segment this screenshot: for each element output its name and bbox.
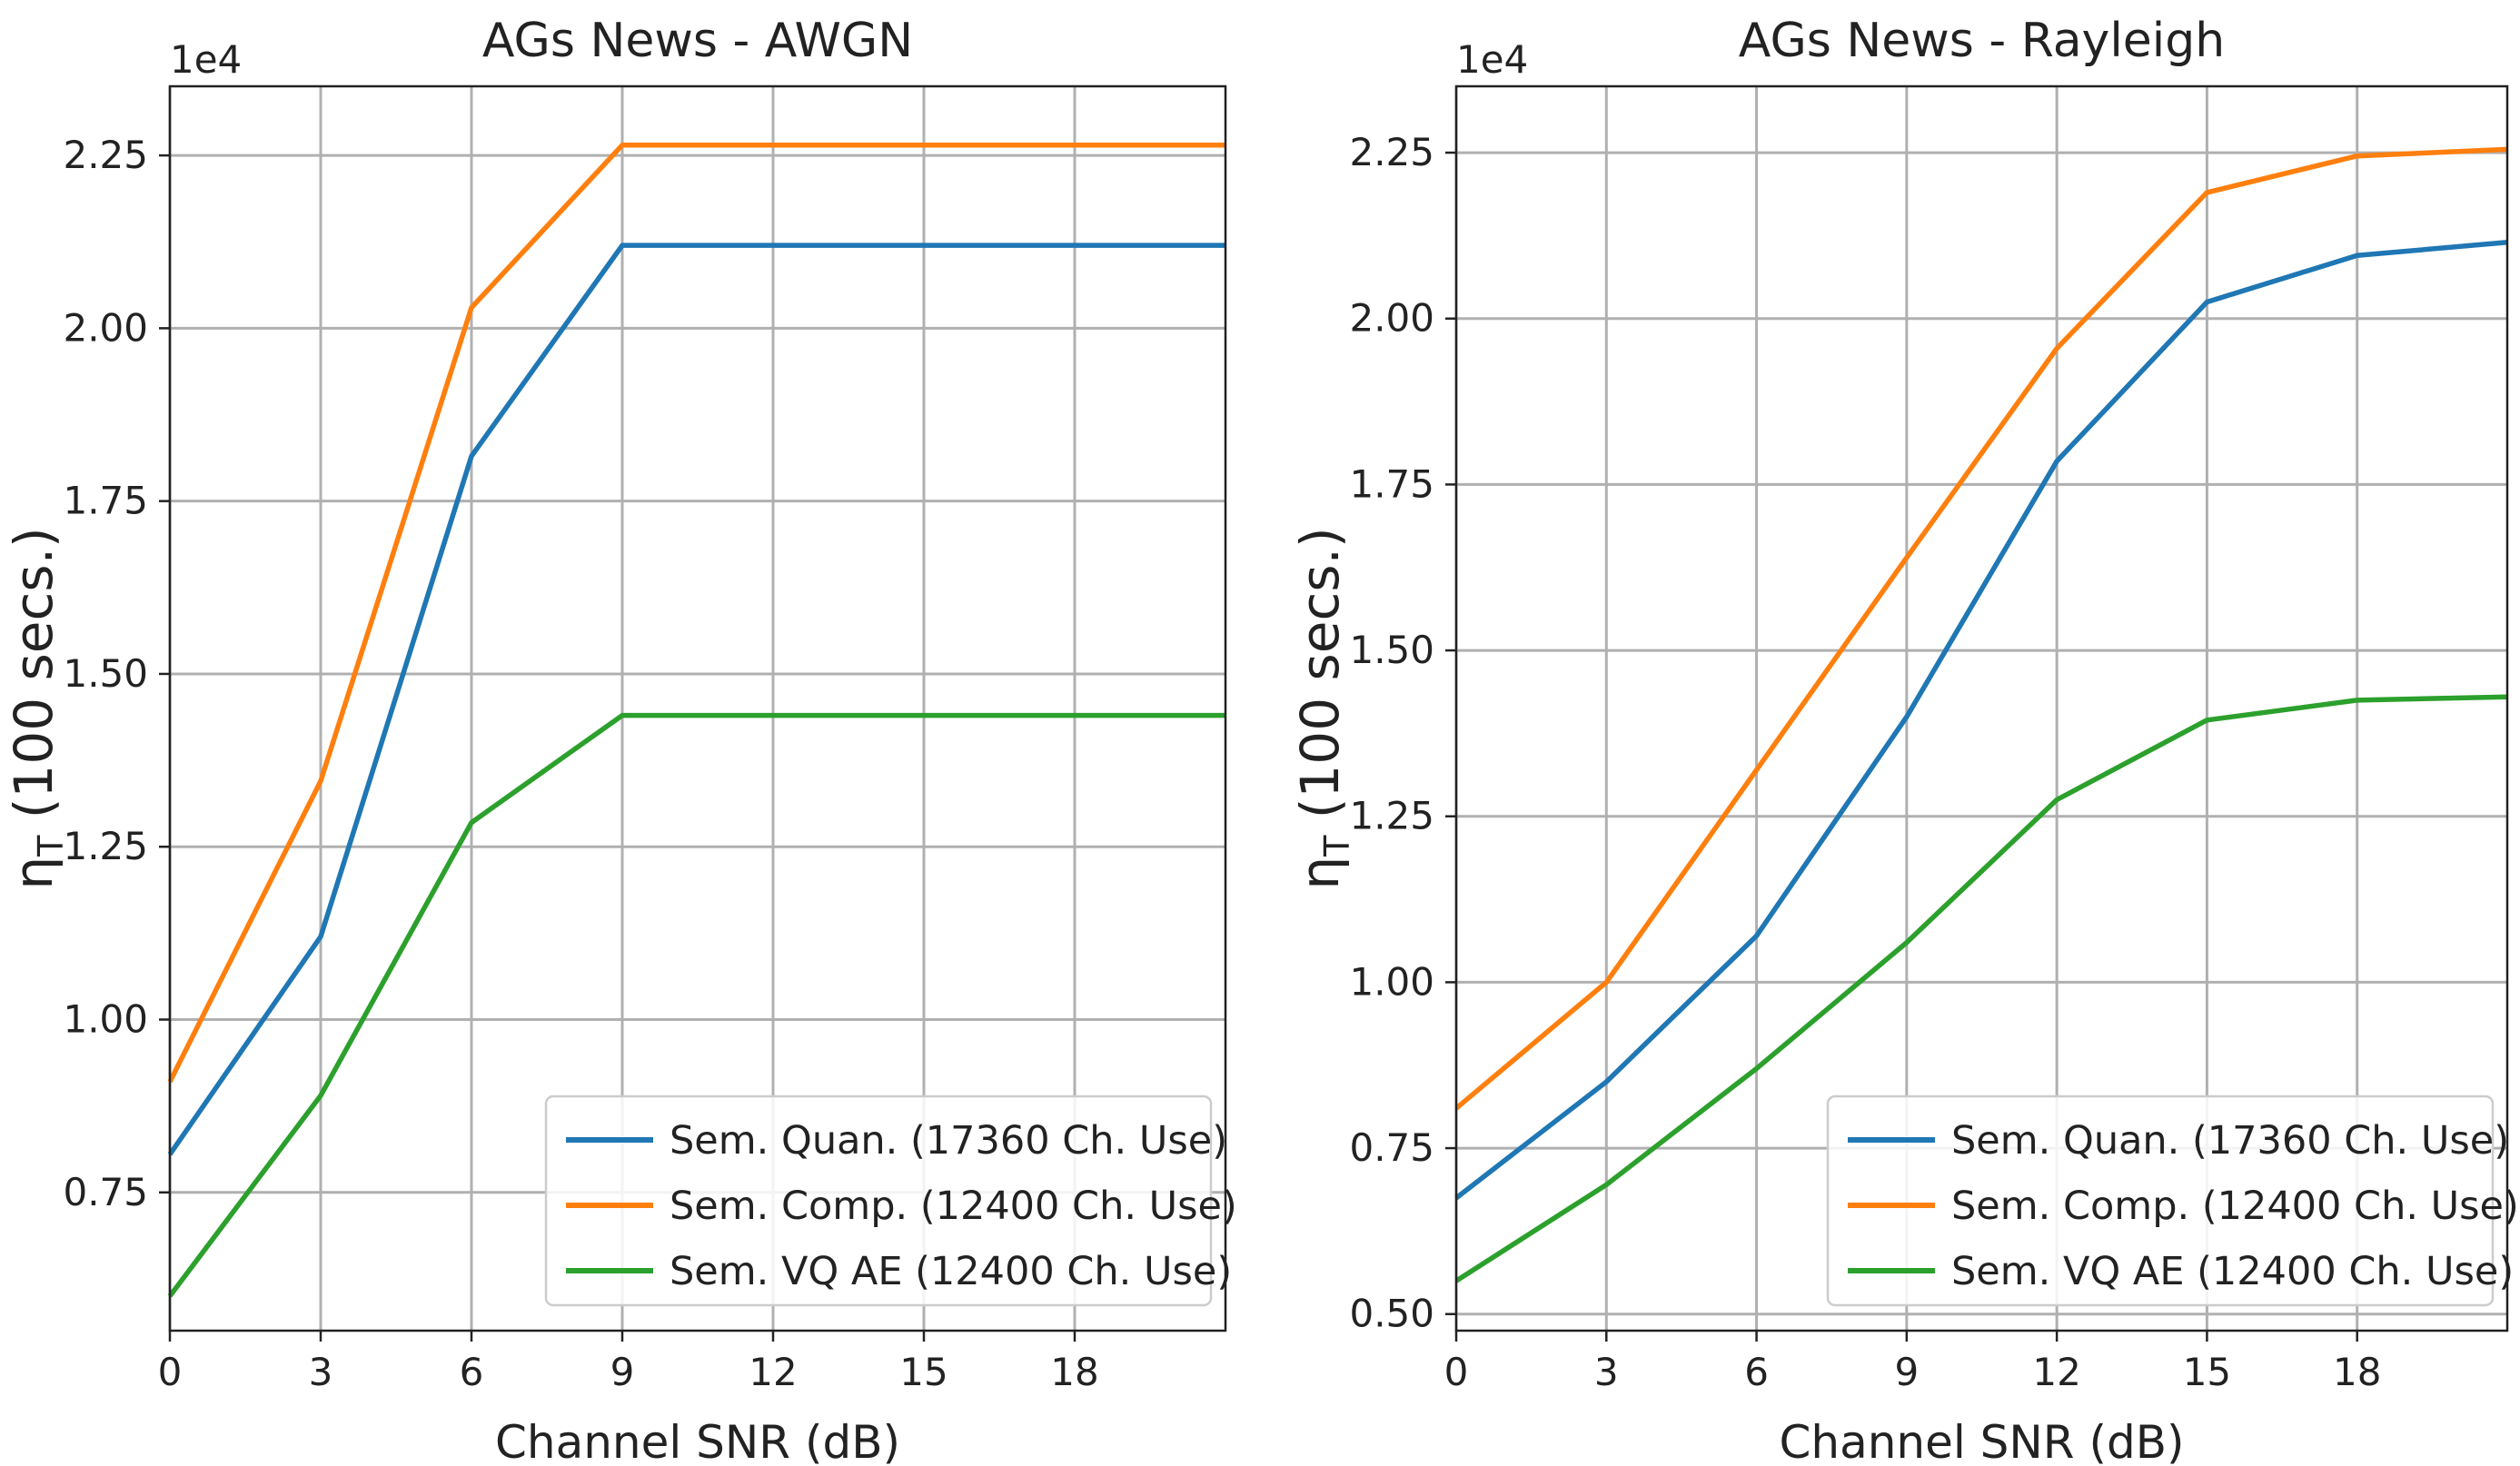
x-tick-label: 3: [309, 1350, 333, 1394]
x-tick-label: 0: [158, 1350, 183, 1394]
y-axis-symbol: η: [1289, 857, 1351, 890]
y-axis-label: ηT (100 secs.): [1289, 527, 1357, 889]
chart-awgn: 0 3 6 9 12 15 18 0.75 1.00 1.25 1.50 1.75 2.00 2.25 AG…: [3, 14, 1237, 1466]
chart-rayleigh: 0 3 6 9 12 15 18 0.50 0.75 1.00 1.25 1.50 1.75 2.00 2.…: [1289, 14, 2519, 1466]
y-tick-label: 0.50: [1349, 1292, 1434, 1336]
chart-title: AGs News - Rayleigh: [1739, 14, 2225, 68]
legend: Sem. Quan. (17360 Ch. Use) Sem. Comp. (12…: [544, 1095, 1237, 1307]
x-tick-label: 12: [749, 1350, 797, 1394]
x-tick-label: 6: [1744, 1350, 1769, 1394]
legend-box: [544, 1095, 1213, 1307]
series-line-comp: [1454, 146, 2508, 1111]
x-tick-label: 18: [1050, 1350, 1098, 1394]
y-tick-label: 1.75: [63, 479, 148, 523]
legend-box: [1826, 1095, 2495, 1307]
y-tick-label: 1.75: [1349, 461, 1434, 506]
y-tick-label: 1.25: [63, 824, 148, 868]
y-axis-symbol: η: [3, 857, 64, 890]
y-offset-label: 1e4: [170, 37, 242, 82]
series-line-quan: [1454, 239, 2508, 1201]
y-tick-label: 2.25: [1349, 130, 1434, 174]
x-tick-label: 9: [610, 1350, 635, 1394]
y-tick-label: 2.00: [63, 305, 148, 350]
x-axis-label: Channel SNR (dB): [495, 1416, 900, 1466]
series-line-vq: [1454, 694, 2508, 1283]
x-tick-label: 3: [1594, 1350, 1619, 1394]
y-tick-label: 1.25: [1349, 794, 1434, 838]
x-tick-label: 12: [2032, 1350, 2080, 1394]
x-tick-label: 6: [460, 1350, 484, 1394]
y-tick-label: 2.00: [1349, 296, 1434, 341]
y-tick-label: 2.25: [63, 133, 148, 177]
y-tick-label: 0.75: [1349, 1125, 1434, 1170]
legend-label-vq: Sem. VQ AE (12400 Ch. Use): [1951, 1249, 2514, 1294]
x-tick-label: 18: [2333, 1350, 2381, 1394]
y-tick-label: 1.50: [1349, 628, 1434, 672]
x-axis-label: Channel SNR (dB): [1780, 1416, 2185, 1466]
chart-title: AGs News - AWGN: [482, 14, 913, 68]
y-tick-label: 1.00: [63, 997, 148, 1042]
y-axis-unit: (100 secs.): [1289, 527, 1351, 835]
legend-label-quan: Sem. Quan. (17360 Ch. Use): [1951, 1118, 2509, 1164]
y-axis-label: ηT (100 secs.): [3, 527, 71, 889]
y-tick-label: 0.75: [63, 1170, 148, 1214]
legend: Sem. Quan. (17360 Ch. Use) Sem. Comp. (12…: [1826, 1095, 2519, 1307]
y-offset-label: 1e4: [1456, 37, 1528, 82]
x-tick-label: 0: [1444, 1350, 1469, 1394]
plot-frame: [168, 84, 1227, 1332]
y-tick-label: 1.50: [63, 651, 148, 696]
series-line-vq: [167, 712, 1225, 1298]
x-tick-label: 15: [2183, 1350, 2231, 1394]
legend-label-quan: Sem. Quan. (17360 Ch. Use): [670, 1118, 1227, 1164]
series-line-quan: [167, 243, 1225, 1156]
series-line-comp: [167, 142, 1225, 1084]
y-axis-unit: (100 secs.): [3, 527, 64, 835]
legend-label-comp: Sem. Comp. (12400 Ch. Use): [670, 1184, 1237, 1229]
legend-label-vq: Sem. VQ AE (12400 Ch. Use): [670, 1249, 1232, 1294]
plot-frame: [1454, 84, 2509, 1332]
y-axis-subscript: T: [1317, 835, 1357, 857]
y-tick-label: 1.00: [1349, 959, 1434, 1004]
x-tick-label: 9: [1894, 1350, 1919, 1394]
x-tick-label: 15: [899, 1350, 947, 1394]
legend-label-comp: Sem. Comp. (12400 Ch. Use): [1951, 1184, 2519, 1229]
y-axis-subscript: T: [31, 835, 71, 857]
